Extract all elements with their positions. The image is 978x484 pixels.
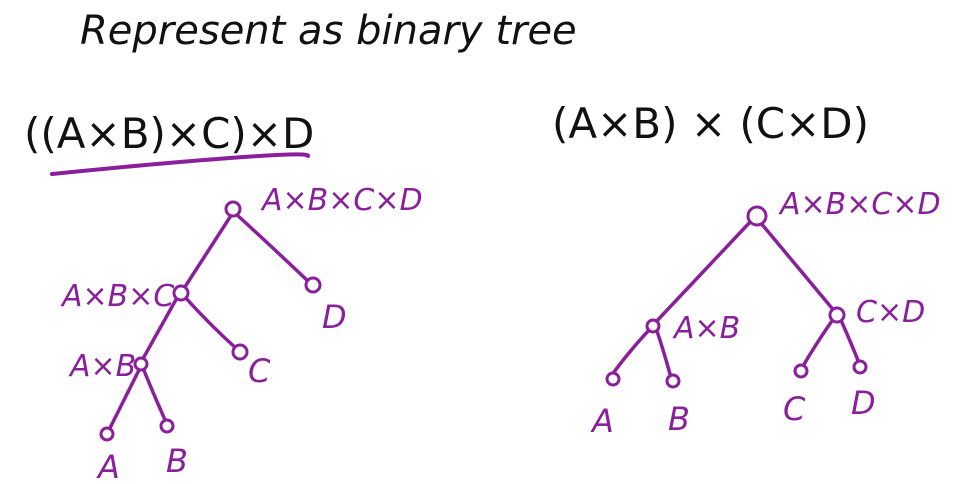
right-node-d — [852, 359, 868, 375]
left-n1-label: A×B×C — [60, 279, 174, 314]
left-edge-n2-a — [106, 366, 142, 434]
left-expression-underline — [50, 152, 311, 176]
left-edge-n1-c — [182, 294, 240, 352]
right-ab-label: A×B — [672, 311, 740, 346]
left-node-a — [99, 426, 115, 442]
right-node-cd — [828, 306, 846, 324]
right-node-c — [793, 363, 809, 379]
right-node-root — [746, 205, 768, 227]
right-node-b — [665, 373, 681, 389]
left-root-label: A×B×C×D — [260, 183, 423, 218]
left-edge-root-d — [234, 212, 312, 285]
left-leaf-b-label: B — [166, 442, 188, 480]
right-leaf-b-label: B — [668, 400, 690, 438]
left-node-d — [304, 276, 322, 294]
right-cd-label: C×D — [856, 295, 925, 330]
right-node-a — [605, 371, 621, 387]
right-edge-root-cd — [758, 220, 838, 315]
right-tree-edges — [609, 218, 861, 378]
left-node-n1 — [172, 284, 190, 302]
left-edge-root-n1 — [179, 212, 234, 295]
right-leaf-a-label: A — [590, 402, 614, 440]
right-diagram: (A×B) × (C×D) A×B×C×D A×B C×D A B C D — [552, 99, 941, 440]
right-node-ab — [645, 318, 661, 334]
right-edge-ab-a — [609, 326, 653, 378]
left-tree-edges — [106, 212, 312, 434]
left-n2-label: A×B — [68, 349, 136, 384]
right-edge-root-ab — [651, 218, 754, 327]
left-leaf-c-label: C — [248, 352, 271, 390]
right-root-label: A×B×C×D — [778, 187, 941, 222]
right-leaf-d-label: D — [851, 384, 876, 422]
page-title: Represent as binary tree — [80, 8, 577, 54]
left-leaf-a-label: A — [96, 448, 120, 484]
right-leaf-c-label: C — [783, 390, 806, 428]
right-expression: (A×B) × (C×D) — [552, 99, 869, 148]
left-node-b — [159, 418, 175, 434]
left-node-root — [224, 200, 242, 218]
left-node-c — [231, 343, 249, 361]
left-edge-n2-b — [141, 366, 168, 424]
left-edge-n1-n2 — [138, 294, 180, 366]
right-edge-cd-c — [800, 316, 836, 370]
left-leaf-d-label: D — [322, 298, 347, 336]
left-node-n2 — [133, 356, 149, 372]
left-diagram: ((A×B)×C)×D A×B×C×D A×B×C A×B D C A B — [24, 109, 423, 484]
right-edge-ab-b — [654, 326, 672, 376]
left-expression: ((A×B)×C)×D — [24, 109, 314, 158]
